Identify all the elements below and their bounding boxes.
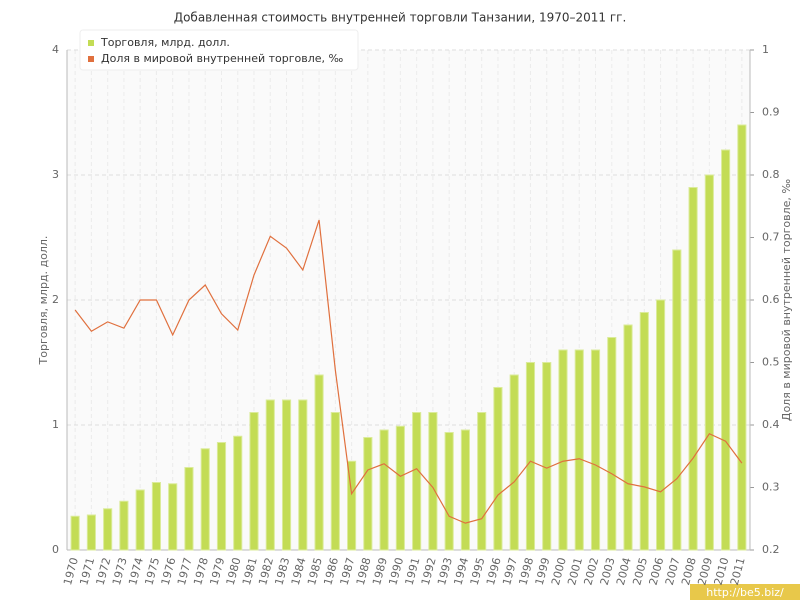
bar xyxy=(542,362,552,551)
bar xyxy=(574,349,584,551)
bar xyxy=(737,124,747,551)
bar xyxy=(721,149,731,551)
y2-tick-label: 1 xyxy=(762,43,769,56)
bar xyxy=(493,387,503,551)
bar xyxy=(395,425,405,551)
y-tick-label: 2 xyxy=(52,293,59,306)
bar xyxy=(265,399,275,551)
bar xyxy=(249,412,259,551)
bar xyxy=(672,249,682,551)
y2-tick-label: 0.2 xyxy=(762,543,780,556)
bar xyxy=(460,429,470,551)
y2-tick-label: 0.3 xyxy=(762,481,780,494)
y2-tick-label: 0.9 xyxy=(762,106,780,119)
y2-tick-label: 0.4 xyxy=(762,418,780,431)
legend-swatch xyxy=(88,56,94,62)
legend-label: Торговля, млрд. долл. xyxy=(100,36,230,49)
bar xyxy=(119,500,129,551)
bar xyxy=(623,324,633,551)
bar xyxy=(200,448,210,551)
y2-tick-label: 0.7 xyxy=(762,231,780,244)
bar xyxy=(103,508,113,551)
bar xyxy=(590,349,601,551)
y2-axis-label: Доля в мировой внутренней торговле, ‰ xyxy=(780,179,793,422)
y-tick-label: 0 xyxy=(52,543,59,556)
y-tick-label: 1 xyxy=(52,418,59,431)
legend-swatch xyxy=(88,40,94,46)
bar xyxy=(477,412,487,551)
bar xyxy=(704,174,714,551)
bar xyxy=(639,312,649,551)
watermark-bg xyxy=(690,584,800,600)
bar xyxy=(688,187,698,551)
bar xyxy=(330,412,340,551)
legend-label: Доля в мировой внутренней торговле, ‰ xyxy=(101,52,344,65)
bar xyxy=(509,374,519,551)
bar xyxy=(184,467,194,551)
bar xyxy=(135,489,145,551)
bar xyxy=(412,412,422,551)
bar xyxy=(347,460,357,551)
bar xyxy=(379,429,389,551)
bar xyxy=(281,399,292,551)
y-tick-label: 4 xyxy=(52,43,59,56)
bar xyxy=(86,514,96,551)
bar xyxy=(607,337,617,551)
bar xyxy=(525,362,536,551)
chart-title: Добавленная стоимость внутренней торговл… xyxy=(174,11,627,25)
legend: Торговля, млрд. долл. Доля в мировой внут… xyxy=(79,29,359,71)
bar xyxy=(428,412,438,551)
bar xyxy=(655,299,666,551)
bar xyxy=(363,437,373,551)
bar xyxy=(233,435,243,551)
y-axis-label: Торговля, млрд. долл. xyxy=(37,236,50,366)
legend-box xyxy=(79,29,359,71)
bar xyxy=(444,432,454,551)
y2-tick-label: 0.6 xyxy=(762,293,780,306)
line xyxy=(74,219,743,524)
y2-tick-label: 0.5 xyxy=(762,356,780,369)
bar xyxy=(298,399,308,551)
watermark[interactable]: http://be5.biz/ xyxy=(706,586,784,599)
y2-tick-label: 0.8 xyxy=(762,168,780,181)
bar xyxy=(168,483,178,551)
bar xyxy=(558,349,568,551)
bar xyxy=(151,482,162,551)
bar xyxy=(216,442,227,551)
bar xyxy=(70,515,80,551)
y-tick-label: 3 xyxy=(52,168,59,181)
bar xyxy=(314,374,324,551)
